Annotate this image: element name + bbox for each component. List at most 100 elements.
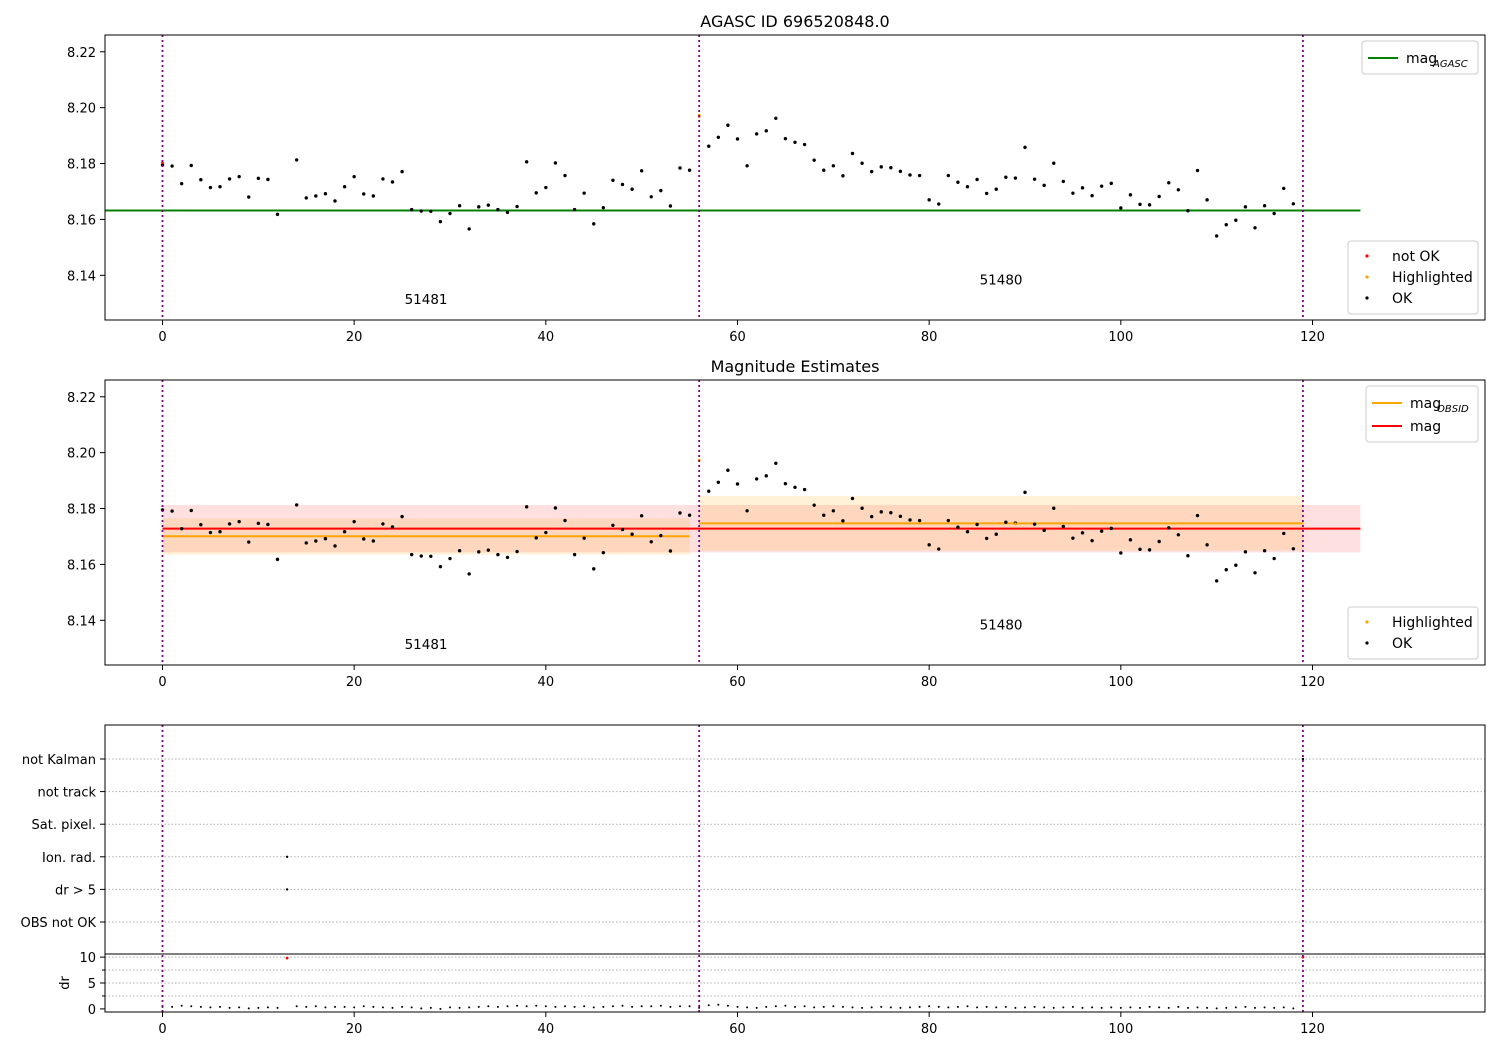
dr-tick-label: 10 — [79, 951, 96, 966]
dr-point — [1081, 1006, 1084, 1009]
dr-point — [276, 1006, 279, 1009]
data-point-ok — [266, 177, 270, 182]
data-point-ok — [1032, 522, 1037, 526]
x-tick-label: 120 — [1300, 1022, 1325, 1037]
dr-point — [688, 1005, 691, 1008]
y-tick-label: 8.16 — [67, 558, 96, 573]
data-point-ok — [965, 185, 970, 189]
data-point-ok — [208, 530, 213, 535]
y-tick-label: 8.18 — [67, 158, 96, 173]
data-point-ok — [726, 468, 730, 472]
data-point-ok — [850, 496, 855, 501]
legend-point-marker — [1365, 296, 1369, 300]
dr-point — [1014, 1006, 1017, 1009]
y-tick-label: 8.20 — [67, 102, 96, 117]
dr-point — [774, 1005, 777, 1008]
dr-point — [381, 1006, 384, 1009]
x-tick-label: 40 — [538, 330, 555, 345]
dr-point — [314, 1005, 317, 1008]
data-point-ok — [1147, 203, 1152, 207]
x-tick-label: 80 — [921, 330, 938, 345]
y-tick-label: 8.22 — [67, 391, 96, 406]
data-point-ok — [1272, 211, 1276, 216]
x-tick-label: 20 — [346, 1022, 363, 1037]
data-point-ok — [764, 474, 768, 478]
data-point-ok — [754, 477, 759, 481]
data-point-ok — [649, 540, 653, 544]
data-point-ok — [505, 210, 510, 215]
data-point-ok — [1099, 529, 1104, 533]
legend-point-marker — [1365, 275, 1369, 279]
data-point-not-ok — [161, 161, 164, 164]
dr-point — [401, 1005, 404, 1008]
dr-point — [851, 1006, 854, 1009]
data-point-ok — [1061, 179, 1066, 184]
obsid-label: 51481 — [405, 637, 448, 653]
data-point-ok — [1138, 547, 1142, 552]
data-point-ok — [898, 514, 903, 519]
data-point-ok — [304, 541, 308, 545]
dr-point — [429, 1006, 432, 1009]
y-tick-label: 8.22 — [67, 46, 96, 61]
data-point-ok — [1004, 520, 1008, 524]
data-point-ok — [505, 555, 510, 560]
data-point-ok — [362, 192, 366, 196]
data-point-ok — [898, 169, 903, 174]
data-point-ok — [1061, 524, 1066, 529]
x-tick-label: 0 — [158, 1022, 166, 1037]
dr-tick-label: 0 — [88, 1003, 96, 1018]
x-tick-label: 60 — [729, 330, 746, 345]
data-point-ok — [534, 536, 538, 540]
dr-point — [937, 1005, 940, 1008]
data-point-ok — [707, 144, 711, 148]
legend-line-subscript: AGASC — [1432, 59, 1468, 70]
dr-point-not-ok — [285, 956, 289, 960]
data-point-ok — [754, 132, 759, 136]
dr-point — [621, 1004, 624, 1007]
data-point-ok — [1052, 161, 1056, 165]
dr-point — [1196, 1006, 1199, 1009]
dr-point — [899, 1006, 902, 1009]
data-point-ok — [975, 177, 979, 182]
dr-point — [985, 1005, 988, 1008]
dr-point — [813, 1006, 816, 1009]
dr-point — [765, 1005, 768, 1008]
dr-point — [1282, 1006, 1285, 1009]
dr-point — [564, 1005, 566, 1008]
data-point-ok — [917, 173, 922, 178]
data-point-ok — [764, 129, 768, 133]
data-point-ok — [544, 185, 548, 190]
dr-point — [947, 1006, 950, 1009]
data-point-ok — [927, 198, 931, 202]
data-point-ok — [189, 508, 193, 513]
data-point-ok — [553, 161, 558, 165]
data-point-ok — [1186, 209, 1190, 213]
dr-point — [1119, 1006, 1122, 1009]
dr-point — [928, 1005, 931, 1008]
dr-point — [171, 1005, 174, 1008]
x-tick-label: 100 — [1108, 1022, 1133, 1037]
data-point-ok — [678, 511, 682, 515]
dr-point — [803, 1005, 806, 1008]
y-tick-label: 8.14 — [67, 614, 96, 629]
data-point-ok — [438, 219, 443, 224]
dr-point — [535, 1004, 538, 1007]
data-point-ok — [639, 169, 644, 173]
legend-line-label: mag — [1406, 51, 1437, 67]
x-tick-label: 120 — [1300, 675, 1325, 690]
data-point-ok — [515, 204, 519, 209]
legend-point-label: Highlighted — [1392, 270, 1473, 286]
data-point-ok — [946, 518, 951, 523]
data-point-ok — [400, 169, 404, 174]
data-point-ok — [275, 557, 280, 562]
data-point-ok — [735, 137, 740, 141]
data-point-ok — [783, 481, 788, 486]
legend-points-box — [1347, 606, 1479, 660]
dr-point — [1263, 1006, 1266, 1009]
dr-point — [199, 1005, 202, 1008]
data-point-ok — [822, 168, 826, 172]
data-point-ok — [869, 514, 874, 519]
data-point-ok — [1052, 506, 1056, 510]
dr-point — [410, 1006, 413, 1009]
data-point-ok — [860, 506, 864, 510]
